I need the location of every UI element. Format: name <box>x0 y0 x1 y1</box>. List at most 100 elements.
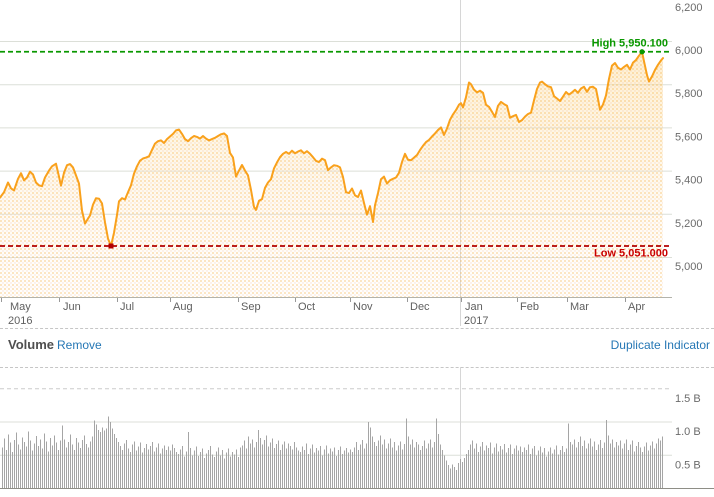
volume-bar <box>4 438 5 489</box>
volume-bar <box>500 445 501 489</box>
volume-bar <box>398 445 399 489</box>
month-label: Apr <box>628 301 645 313</box>
volume-bar <box>578 442 579 489</box>
duplicate-indicator-link[interactable]: Duplicate Indicator <box>610 338 710 352</box>
volume-bar <box>194 450 195 489</box>
volume-bar <box>102 427 103 489</box>
volume-bar <box>228 448 229 489</box>
volume-bar <box>388 443 389 489</box>
volume-bar <box>350 449 351 489</box>
volume-bar <box>72 444 73 489</box>
volume-bar <box>600 440 601 489</box>
remove-indicator-link[interactable]: Remove <box>57 338 102 352</box>
volume-bar <box>186 451 187 489</box>
volume-bar <box>142 452 143 489</box>
volume-bar <box>148 449 149 489</box>
volume-bar <box>608 435 609 489</box>
volume-bar <box>310 448 311 489</box>
volume-bar <box>122 449 123 489</box>
volume-axis-label: 1.0 B <box>675 426 701 438</box>
volume-bar <box>464 457 465 489</box>
volume-bar <box>568 423 569 489</box>
volume-bar <box>126 440 127 489</box>
volume-bar <box>134 441 135 489</box>
volume-bar <box>474 448 475 489</box>
volume-bar <box>38 445 39 489</box>
volume-bar <box>266 435 267 489</box>
volume-bar <box>76 438 77 489</box>
volume-bar <box>324 449 325 489</box>
volume-bar <box>504 443 505 489</box>
volume-bar <box>386 448 387 489</box>
month-label: Jan <box>465 301 483 313</box>
volume-bar <box>44 433 45 489</box>
volume-bar <box>208 449 209 489</box>
volume-bar <box>108 416 109 489</box>
price-chart-plot[interactable]: 6,200 6,000 5,800 5,600 5,400 5,200 5,000 High … <box>0 0 714 328</box>
volume-bar <box>2 447 3 489</box>
volume-bar <box>660 440 661 489</box>
volume-bar <box>534 445 535 489</box>
volume-bar <box>210 445 211 489</box>
volume-bar <box>526 449 527 489</box>
volume-bar <box>418 444 419 489</box>
volume-bar <box>150 445 151 489</box>
volume-bar <box>352 451 353 489</box>
volume-axis-label: 0.5 B <box>675 459 701 471</box>
volume-bar <box>120 445 121 489</box>
volume-bar <box>284 441 285 489</box>
volume-bar <box>530 453 531 489</box>
volume-bar <box>382 444 383 489</box>
volume-axis-label: 1.5 B <box>675 393 701 405</box>
volume-bar <box>68 442 69 489</box>
volume-bar <box>292 449 293 489</box>
volume-bar <box>252 439 253 489</box>
month-label: Jul <box>120 301 134 313</box>
volume-bar <box>420 449 421 489</box>
volume-bar <box>180 449 181 489</box>
volume-bar <box>62 425 63 489</box>
volume-bar <box>114 434 115 489</box>
volume-bar <box>566 448 567 489</box>
volume-bar <box>280 449 281 489</box>
volume-bar <box>624 443 625 489</box>
volume-bar <box>344 450 345 489</box>
volume-bar <box>214 457 215 489</box>
volume-bar <box>516 445 517 489</box>
volume-bar <box>542 452 543 489</box>
high-marker <box>639 49 645 55</box>
volume-bar <box>548 451 549 489</box>
volume-bar <box>152 442 153 489</box>
volume-bar <box>116 438 117 489</box>
volume-bar <box>320 445 321 489</box>
volume-bar <box>190 447 191 489</box>
volume-bar <box>80 447 81 489</box>
volume-bar <box>138 446 139 489</box>
volume-bar <box>104 430 105 489</box>
volume-bar <box>528 444 529 489</box>
volume-bar <box>434 442 435 489</box>
volume-bar <box>246 448 247 489</box>
volume-bar <box>200 451 201 489</box>
volume-bar <box>400 441 401 489</box>
low-marker <box>108 243 114 249</box>
volume-bar <box>498 451 499 489</box>
volume-bar <box>426 448 427 489</box>
volume-bar <box>78 442 79 489</box>
volume-bar <box>454 467 455 489</box>
volume-bar <box>326 445 327 489</box>
volume-chart-plot[interactable]: 1.5 B 1.0 B 0.5 B <box>0 367 714 497</box>
volume-bar <box>604 442 605 489</box>
volume-bar <box>436 418 437 489</box>
volume-bar <box>618 445 619 489</box>
volume-bar <box>416 442 417 489</box>
volume-bar <box>296 447 297 489</box>
volume-bar <box>366 443 367 489</box>
volume-bar <box>302 446 303 489</box>
volume-bar <box>628 449 629 489</box>
volume-bar <box>460 459 461 489</box>
volume-bar <box>336 455 337 489</box>
volume-bar <box>40 439 41 489</box>
volume-bar <box>588 443 589 489</box>
volume-bar <box>248 436 249 489</box>
